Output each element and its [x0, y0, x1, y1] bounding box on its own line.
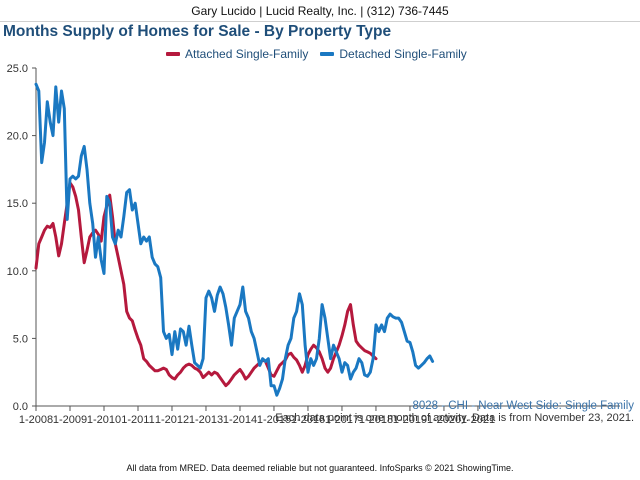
area-label: 8028 - CHI - Near West Side: Single Fami… — [412, 400, 634, 412]
x-tick-label: 1-2019 — [393, 414, 427, 426]
header-text: Gary Lucido | Lucid Realty, Inc. | (312)… — [191, 4, 449, 18]
x-tick-label: 1-2018 — [359, 414, 393, 426]
footer-notes: 8028 - CHI - Near West Side: Single Fami… — [275, 400, 634, 424]
x-tick-label: 1-2010 — [87, 414, 121, 426]
y-tick-label: 5.0 — [13, 333, 28, 345]
legend-item-attached[interactable]: Attached Single-Family — [166, 47, 308, 61]
x-tick-label: 1-2015 — [257, 414, 291, 426]
axes: 0.0 5.0 10.0 15.0 20.0 25.0 1-2008 1-2009 1-2010… — [7, 63, 620, 426]
y-tick-label: 15.0 — [7, 198, 28, 210]
series-line-detached — [34, 82, 435, 397]
y-tick-label: 10.0 — [7, 266, 28, 278]
data-note: Each data point is one month of activity… — [275, 412, 634, 424]
chart-title: Months Supply of Homes for Sale - By Pro… — [3, 23, 392, 40]
legend-label-attached: Attached Single-Family — [185, 47, 309, 61]
header-bar: Gary Lucido | Lucid Realty, Inc. | (312)… — [0, 0, 640, 22]
chart-legend: Attached Single-Family Detached Single-F… — [166, 46, 479, 62]
x-tick-label: 1-2020 — [427, 414, 461, 426]
x-tick-label: 1-2009 — [53, 414, 87, 426]
y-tick-label: 25.0 — [7, 63, 28, 75]
x-tick-label: 1-2014 — [223, 414, 257, 426]
legend-item-detached[interactable]: Detached Single-Family — [320, 47, 467, 61]
legend-swatch-attached — [166, 52, 180, 56]
x-tick-label: 1-2021 — [461, 414, 495, 426]
credit-line: All data from MRED. Data deemed reliable… — [126, 463, 514, 473]
x-tick-label: 1-2011 — [121, 414, 154, 426]
legend-label-detached: Detached Single-Family — [339, 47, 467, 61]
x-tick-label: 1-2012 — [155, 414, 189, 426]
x-tick-label: 1-2016 — [291, 414, 325, 426]
x-tick-label: 1-2008 — [19, 414, 53, 426]
legend-swatch-detached — [320, 52, 335, 56]
y-tick-label: 20.0 — [7, 131, 28, 143]
x-tick-label: 1-2013 — [189, 414, 223, 426]
y-tick-label: 0.0 — [13, 401, 28, 413]
x-tick-label: 1-2017 — [325, 414, 359, 426]
series-lines — [34, 82, 435, 397]
series-line-attached — [34, 181, 378, 388]
